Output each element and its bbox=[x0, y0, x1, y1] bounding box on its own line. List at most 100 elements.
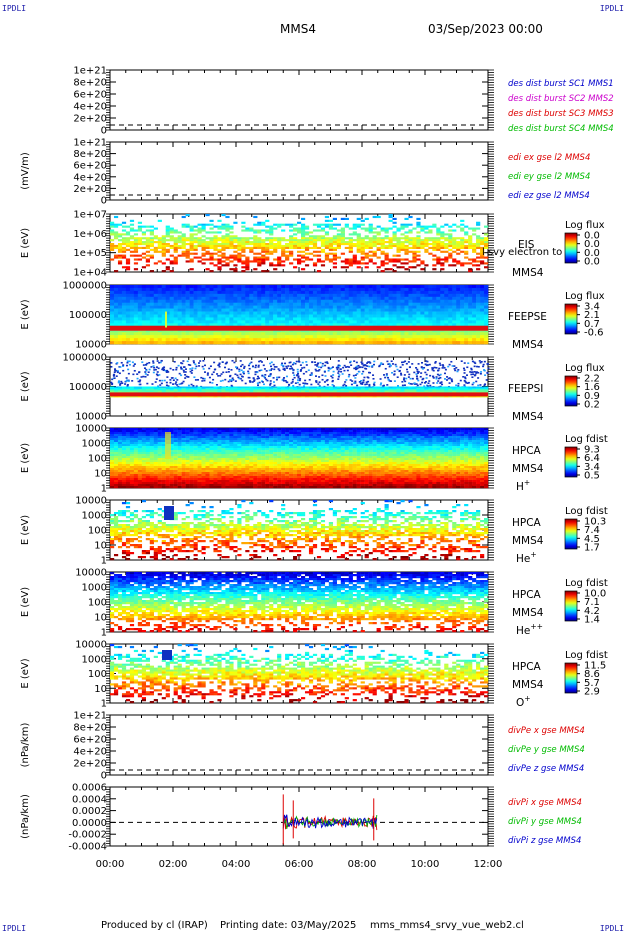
y-tick-label: 100000 bbox=[69, 382, 107, 393]
y-tick-label: 1000 bbox=[82, 654, 107, 665]
spectrogram-cells bbox=[110, 644, 489, 704]
y-tick-label: 8e+20 bbox=[73, 78, 107, 89]
panel-p5: 1000000 100000 10000 E (eV) FEEPSI MMS4 Log fl… bbox=[20, 353, 605, 424]
y-tick-label: 0.0000 bbox=[72, 818, 107, 829]
panel-p9: 10000 1000 100 10 1 E (eV) HPCA MMS4 O+ Log fdist… bbox=[20, 640, 608, 710]
species-charge: + bbox=[524, 478, 530, 487]
legend-entry: des dist burst SC1 MMS1 bbox=[508, 79, 614, 89]
colorbar-title: Log flux bbox=[565, 291, 605, 302]
instrument-label: HPCA bbox=[512, 589, 542, 601]
species-charge: ++ bbox=[530, 622, 543, 631]
y-tick-label: 8e+20 bbox=[73, 723, 107, 734]
y-tick-label: 0 bbox=[101, 126, 107, 137]
y-tick-label: 10000 bbox=[75, 424, 107, 435]
spectrogram-cells bbox=[110, 285, 489, 345]
y-tick-label: 2e+20 bbox=[73, 184, 107, 195]
spectrogram-cells bbox=[110, 572, 489, 633]
y-axis-label: E (eV) bbox=[20, 587, 31, 617]
colorbar-tick-label: 7.1 bbox=[584, 597, 600, 608]
panel-frame bbox=[109, 69, 489, 131]
overlay-label: l svy electron to bbox=[482, 247, 562, 258]
y-tick-label: 1000000 bbox=[62, 353, 107, 364]
instrument-label: HPCA bbox=[512, 517, 542, 529]
spacecraft-label: MMS4 bbox=[512, 607, 544, 619]
legend-entry: des dist burst SC2 MMS2 bbox=[508, 94, 614, 104]
y-tick-label: 1000 bbox=[82, 583, 107, 594]
y-tick-label: 0 bbox=[101, 771, 107, 782]
legend-entry: des dist burst SC3 MMS3 bbox=[508, 109, 614, 119]
legend-entry: divPe x gse MMS4 bbox=[508, 726, 585, 736]
y-tick-label: 0 bbox=[101, 196, 107, 207]
corner-mark-bottom-left: IPDLI bbox=[2, 924, 27, 933]
colorbar bbox=[564, 232, 578, 264]
y-tick-label: 10 bbox=[94, 541, 107, 552]
y-tick-label: 10 bbox=[94, 469, 107, 480]
x-tick-label: 00:00 bbox=[96, 859, 125, 870]
y-tick-label: 10000 bbox=[75, 640, 107, 651]
colorbar-tick-label: 6.4 bbox=[584, 453, 600, 464]
colorbar-title: Log fdist bbox=[565, 434, 608, 445]
x-tick-label: 08:00 bbox=[348, 859, 377, 870]
footer-filename: mms_mms4_srvy_vue_web2.cl bbox=[370, 920, 524, 931]
y-tick-label: 0.0006 bbox=[72, 783, 107, 794]
colorbar-tick-label: 3.4 bbox=[584, 302, 600, 313]
y-tick-label: 1 bbox=[101, 484, 107, 495]
y-tick-label: 1e+21 bbox=[73, 66, 107, 77]
species-charge: + bbox=[530, 550, 536, 559]
y-tick-label: 1000000 bbox=[62, 281, 107, 292]
y-axis-label: E (eV) bbox=[20, 228, 31, 258]
y-tick-label: 1e+21 bbox=[73, 138, 107, 149]
y-tick-label: 10 bbox=[94, 684, 107, 695]
colorbar bbox=[564, 375, 578, 407]
instrument-label: FEEPSI bbox=[508, 383, 543, 395]
colorbar-tick-label: 9.3 bbox=[584, 445, 600, 456]
species-label: O+ bbox=[516, 694, 531, 709]
y-tick-label: 0.0002 bbox=[72, 806, 107, 817]
x-tick-label: 10:00 bbox=[411, 859, 440, 870]
species-label: He++ bbox=[516, 622, 543, 637]
colorbar bbox=[564, 303, 578, 335]
colorbar-tick-label: 10.0 bbox=[584, 589, 606, 600]
colorbar-tick-label: 3.4 bbox=[584, 462, 600, 473]
y-axis-label: E (eV) bbox=[20, 515, 31, 545]
spacecraft-label: MMS4 bbox=[512, 411, 544, 423]
colorbar-tick-label: 1.4 bbox=[584, 615, 600, 626]
spectrogram-cells bbox=[110, 359, 490, 398]
colorbar-tick-label: 4.5 bbox=[584, 534, 600, 545]
header-datetime: 03/Sep/2023 00:00 bbox=[428, 22, 543, 36]
y-tick-label: 100000 bbox=[69, 310, 107, 321]
y-tick-label: 100 bbox=[88, 598, 107, 609]
colorbar bbox=[564, 446, 578, 478]
y-tick-label: 2e+20 bbox=[73, 114, 107, 125]
y-axis-label: (mV/m) bbox=[20, 152, 31, 190]
panel-p8: 10000 1000 100 10 1 E (eV) HPCA MMS4 He++ Log fdi… bbox=[20, 568, 608, 639]
colorbar-tick-label: 1.6 bbox=[584, 382, 600, 393]
species-charge: + bbox=[524, 694, 530, 703]
y-tick-label: 10000 bbox=[75, 568, 107, 579]
y-axis-label: E (eV) bbox=[20, 299, 31, 329]
colorbar-tick-label: -0.6 bbox=[584, 328, 604, 339]
legend-entry: divPe y gse MMS4 bbox=[508, 745, 585, 755]
spacecraft-label: MMS4 bbox=[512, 463, 544, 475]
colorbar-tick-label: 2.1 bbox=[584, 310, 600, 321]
x-tick-label: 04:00 bbox=[222, 859, 251, 870]
spacecraft-label: MMS4 bbox=[512, 679, 544, 691]
y-tick-label: 6e+20 bbox=[73, 161, 107, 172]
y-tick-label: 1e+07 bbox=[73, 210, 107, 221]
y-tick-label: 2e+20 bbox=[73, 759, 107, 770]
colorbar-tick-label: 0.0 bbox=[584, 248, 600, 259]
colorbar-title: Log fdist bbox=[565, 578, 608, 589]
y-tick-label: 4e+20 bbox=[73, 172, 107, 183]
y-axis-label: (nPa/km) bbox=[20, 723, 31, 768]
panel-p4: 1000000 100000 10000 E (eV) FEEPSE MMS4 Log fl… bbox=[20, 281, 605, 352]
y-tick-label: 4e+20 bbox=[73, 747, 107, 758]
colorbar-tick-label: 0.5 bbox=[584, 471, 600, 482]
spacecraft-label: MMS4 bbox=[512, 535, 544, 547]
legend-entry: divPi y gse MMS4 bbox=[508, 817, 582, 827]
legend-entry: divPe z gse MMS4 bbox=[508, 764, 584, 774]
y-axis-label: E (eV) bbox=[20, 443, 31, 473]
y-tick-label: 1 bbox=[101, 628, 107, 639]
